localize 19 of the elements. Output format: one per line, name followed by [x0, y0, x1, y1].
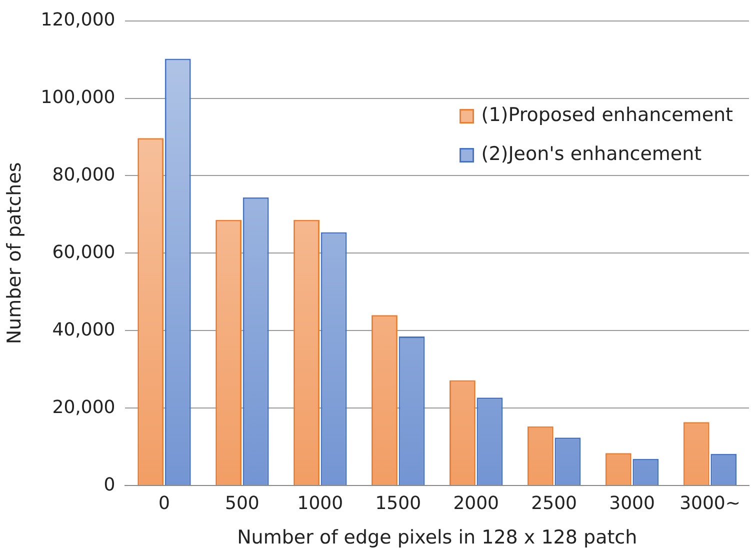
y-axis-title: Number of patches [3, 162, 26, 344]
x-tick-label: 0 [158, 493, 170, 514]
legend-label: (1)Proposed enhancement [481, 104, 734, 126]
y-tick-label: 80,000 [52, 164, 116, 186]
x-tick-label: 3000 [609, 493, 655, 514]
x-tick-label: 2000 [453, 493, 500, 514]
y-tick-label: 60,000 [52, 242, 116, 263]
y-tick-label: 120,000 [40, 9, 116, 30]
x-tick-label: 1500 [375, 493, 422, 514]
x-tick-label: 2500 [531, 493, 577, 514]
x-tick-label: 3000~ [680, 493, 740, 514]
y-tick-label: 20,000 [52, 396, 116, 418]
x-tick-label: 1000 [297, 493, 344, 514]
x-tick-label: 500 [225, 493, 260, 514]
y-tick-label: 100,000 [40, 86, 116, 108]
x-axis-title: Number of edge pixels in 128 x 128 patch [237, 526, 638, 549]
legend-label: (2)Jeon's enhancement [481, 143, 702, 166]
y-tick-label: 0 [104, 474, 116, 496]
y-tick-label: 40,000 [52, 319, 116, 340]
